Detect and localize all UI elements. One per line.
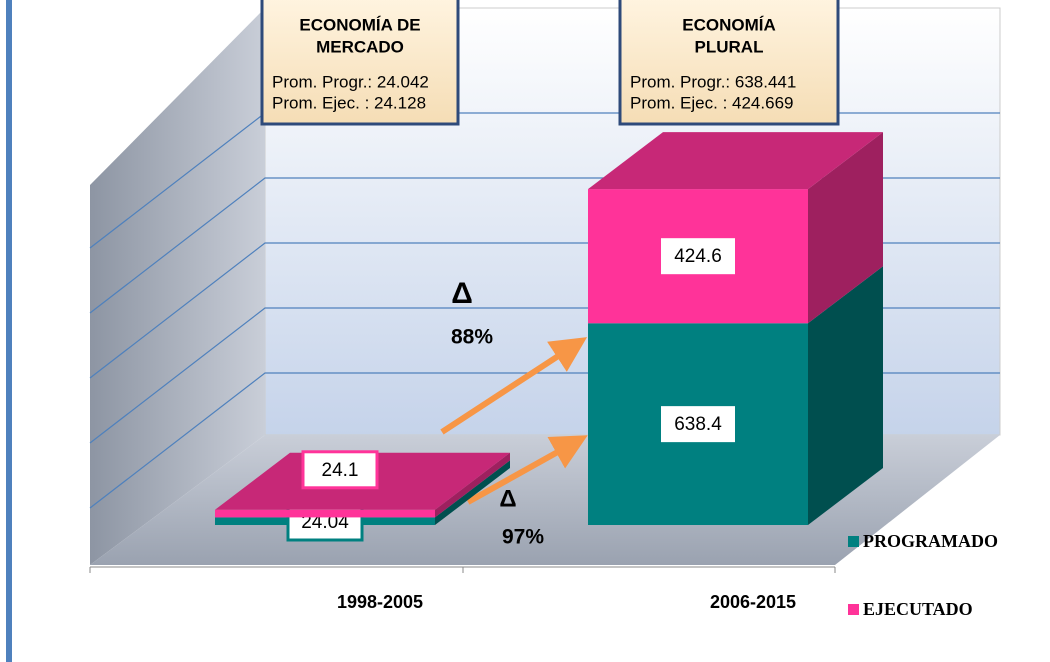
x-tick-label: 1998-2005 (337, 592, 423, 612)
annotation-line: Prom. Ejec. : 424.669 (630, 93, 793, 112)
delta-label: 88% (451, 326, 493, 349)
annotation-title: ECONOMÍA DE (299, 15, 420, 34)
arrow (440, 337, 588, 435)
annotation-line: Prom. Progr.: 638.441 (630, 72, 796, 91)
annotation-line: Prom. Ejec. : 24.128 (272, 93, 426, 112)
arrow (466, 435, 588, 505)
legend-swatch (848, 604, 859, 615)
annotation-title: MERCADO (316, 37, 404, 56)
annotation-title: PLURAL (695, 37, 764, 56)
bar-side (435, 452, 510, 518)
bar-side (808, 132, 883, 324)
bar-top (588, 132, 883, 190)
bar-front (215, 509, 435, 518)
value-label: 424.6 (674, 246, 722, 267)
value-label: 638.4 (674, 414, 722, 435)
annotation-box (260, 0, 460, 126)
legend-label: EJECUTADO (863, 599, 973, 619)
x-tick-label: 2006-2015 (710, 592, 796, 612)
annotation-line: Prom. Progr.: 24.042 (272, 72, 429, 91)
annotation-title: ECONOMÍA (682, 15, 776, 34)
value-label: 24.1 (322, 460, 359, 481)
left-border (6, 0, 12, 662)
delta-symbol: Δ (451, 277, 473, 310)
legend-swatch (848, 536, 859, 547)
bar-side (808, 266, 883, 525)
value-label-box (661, 238, 735, 275)
bar-segment (588, 132, 883, 324)
value-label-box (301, 450, 379, 490)
annotation-box (618, 0, 840, 126)
legend-label: PROGRAMADO (863, 531, 998, 551)
bar-side (435, 460, 510, 525)
delta-label: 97% (502, 526, 544, 549)
delta-symbol: Δ (499, 485, 516, 512)
value-label-box (661, 406, 735, 443)
